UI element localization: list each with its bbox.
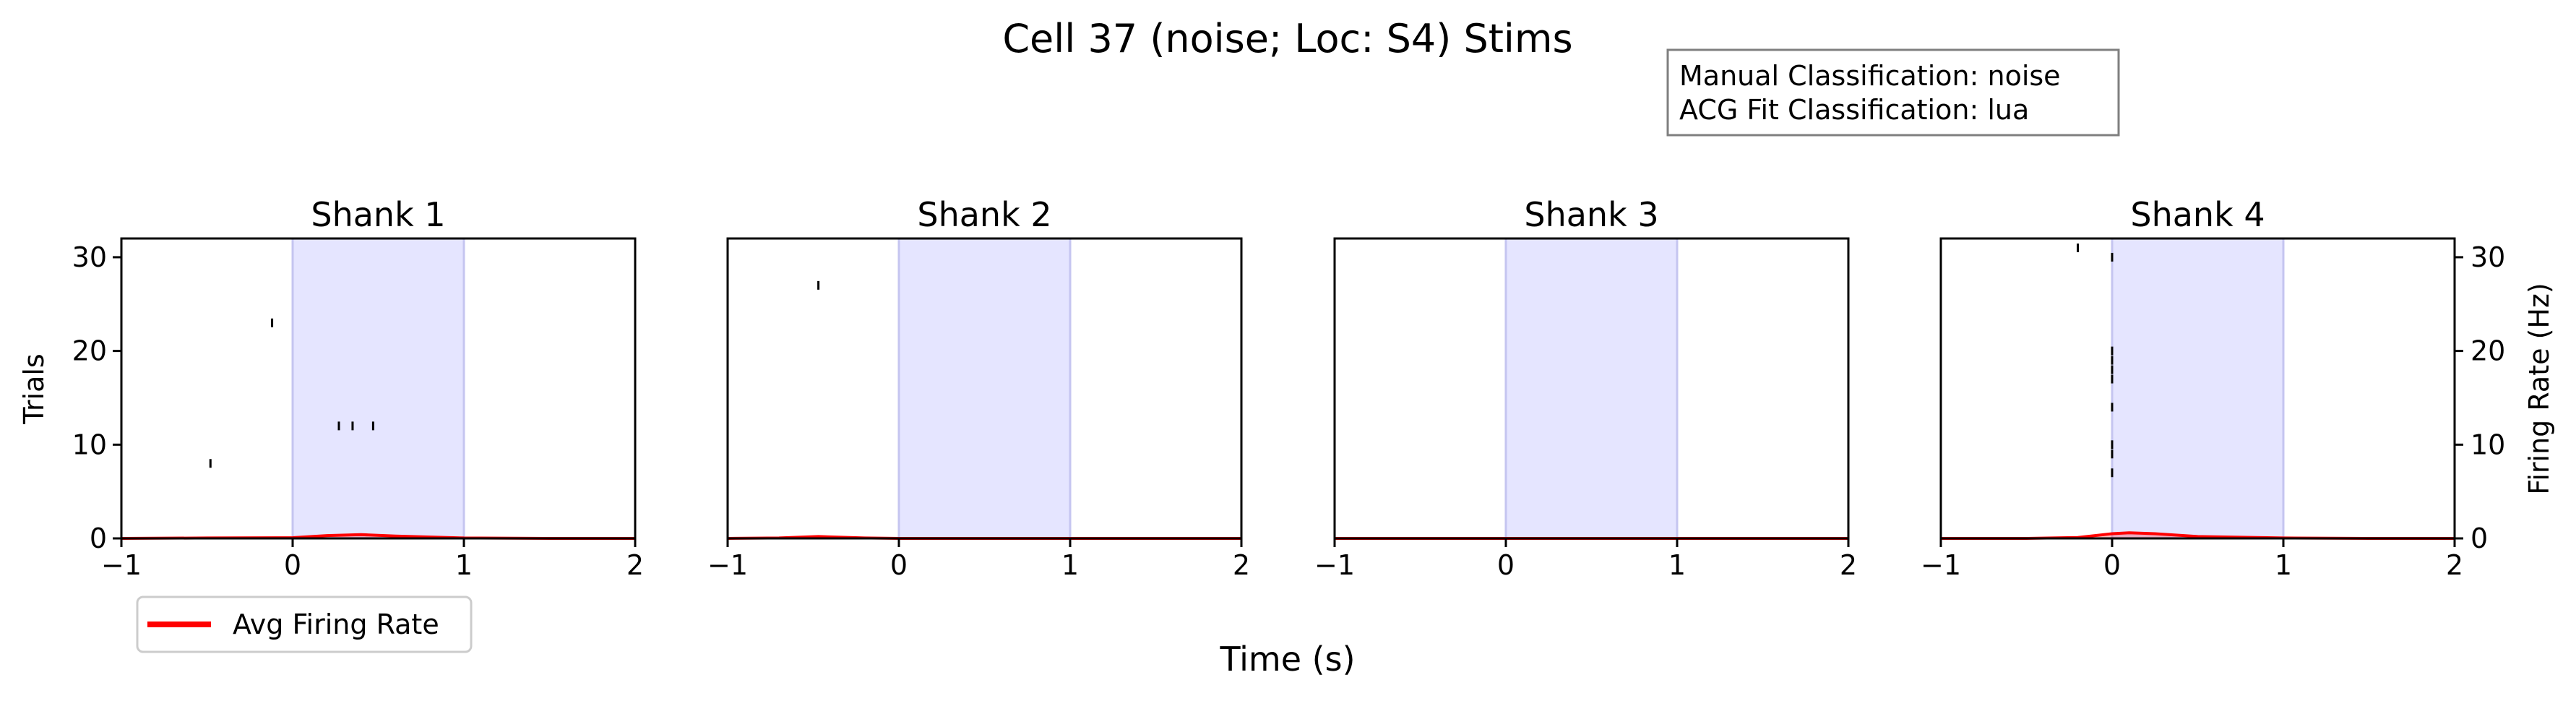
axes-frame: [1333, 237, 1850, 540]
x-axis-label: Time (s): [1219, 640, 1355, 679]
stim-window-shade: [899, 238, 1070, 538]
axes-frame: [1939, 237, 2456, 540]
x-tick-label: 2: [626, 549, 644, 581]
panel-title: Shank 4: [2130, 195, 2265, 234]
x-tick-label: −1: [1921, 549, 1961, 581]
x-tick-label: 2: [2446, 549, 2463, 581]
x-tick-label: 0: [1497, 549, 1515, 581]
info-line-manual: Manual Classification: noise: [1679, 60, 2061, 92]
y-tick-label-right: 30: [2471, 241, 2505, 273]
y-tick-label: 20: [72, 335, 107, 367]
y-axis-label-right: Firing Rate (Hz): [2523, 283, 2555, 495]
stim-window-shade: [1506, 238, 1677, 538]
x-tick-label: −1: [1314, 549, 1355, 581]
x-tick-label: 1: [2275, 549, 2292, 581]
legend: Avg Firing Rate: [136, 595, 473, 653]
x-tick-label: 1: [1668, 549, 1686, 581]
axes-frame: [120, 237, 637, 540]
y-tick-label-right: 0: [2471, 522, 2488, 554]
panel-shank-3: Shank 3 −1 0 1 2: [1314, 195, 1857, 581]
legend-frame: [136, 595, 473, 653]
y-tick-label-right: 20: [2471, 335, 2505, 367]
y-tick-label: 30: [72, 241, 107, 273]
axes-frame: [726, 237, 1243, 540]
info-box: Manual Classification: noise ACG Fit Cla…: [1666, 48, 2120, 137]
y-tick-label-right: 10: [2471, 429, 2505, 460]
legend-label: Avg Firing Rate: [233, 608, 439, 640]
stim-window-shade: [293, 238, 464, 538]
y-tick-label: 10: [72, 429, 107, 460]
figure-title: Cell 37 (noise; Loc: S4) Stims: [1002, 16, 1572, 61]
y-tick-label: 0: [90, 522, 107, 554]
x-tick-label: −1: [707, 549, 748, 581]
x-tick-label: 2: [1840, 549, 1857, 581]
x-tick-label: 1: [1061, 549, 1079, 581]
y-axis-label-left: Trials: [18, 353, 50, 424]
x-tick-label: 0: [890, 549, 908, 581]
panel-shank-2: Shank 2 −1 0 1 2: [707, 195, 1250, 581]
x-tick-label: 1: [455, 549, 473, 581]
x-tick-label: 0: [2103, 549, 2121, 581]
panel-title: Shank 1: [311, 195, 445, 234]
x-tick-label: 2: [1233, 549, 1250, 581]
x-tick-label: 0: [284, 549, 301, 581]
panel-title: Shank 2: [917, 195, 1051, 234]
x-tick-label: −1: [101, 549, 142, 581]
stim-window-shade: [2112, 238, 2283, 538]
panel-title: Shank 3: [1524, 195, 1658, 234]
info-box-frame: [1666, 48, 2120, 137]
info-line-acg: ACG Fit Classification: lua: [1679, 94, 2029, 126]
